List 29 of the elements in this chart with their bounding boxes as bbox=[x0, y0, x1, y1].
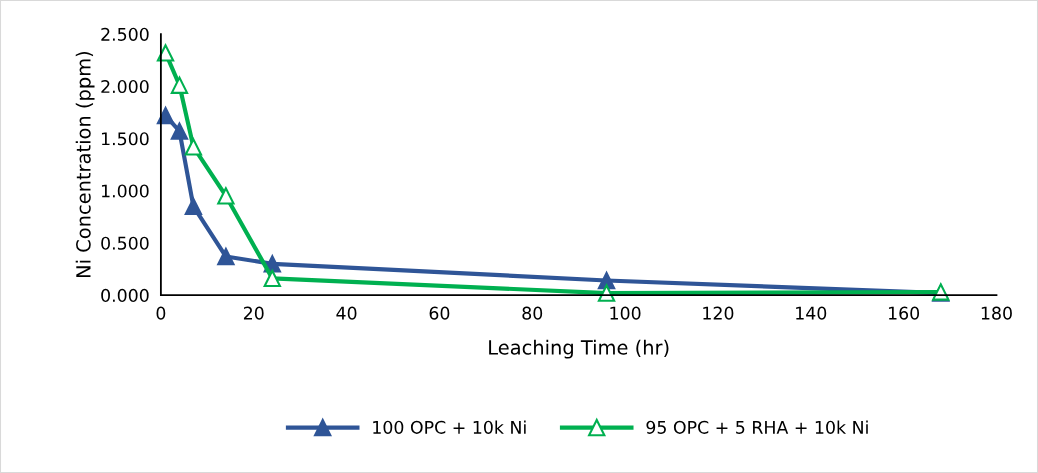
x-tick-label: 20 bbox=[243, 306, 264, 320]
point bbox=[597, 284, 616, 302]
point bbox=[156, 44, 175, 62]
y-tick-label: 2.000 bbox=[101, 79, 149, 94]
y-axis-title: Ni Concentration (ppm) bbox=[75, 51, 95, 278]
point bbox=[184, 138, 203, 156]
point bbox=[217, 187, 235, 205]
point bbox=[217, 247, 235, 266]
x-tick-label: 140 bbox=[796, 306, 827, 320]
y-tick-label: 0.500 bbox=[101, 236, 149, 250]
y-tick-label: 1.500 bbox=[101, 132, 149, 146]
y-tick-label: 1.000 bbox=[101, 184, 149, 198]
x-tick-label: 80 bbox=[522, 306, 543, 320]
x-tick-label: 100 bbox=[610, 306, 641, 320]
point bbox=[170, 122, 189, 140]
point bbox=[263, 269, 281, 288]
x-tick-label: 40 bbox=[336, 306, 357, 320]
y-tick-label: 2.500 bbox=[101, 27, 149, 41]
x-tick-label: 120 bbox=[703, 306, 734, 320]
x-tick-label: 160 bbox=[888, 306, 920, 320]
legend-label: 100 OPC + 10k Ni bbox=[373, 420, 526, 434]
point bbox=[184, 197, 203, 216]
legend-label: 95 OPC + 5 RHA + 10k Ni bbox=[646, 420, 868, 434]
x-tick-label: 60 bbox=[429, 306, 450, 320]
x-tick-label: 0 bbox=[156, 306, 166, 320]
y-tick-label: 0.000 bbox=[101, 288, 149, 302]
point bbox=[170, 76, 189, 94]
x-axis-title: Leaching Time (hr) bbox=[489, 339, 669, 359]
x-tick-label: 180 bbox=[981, 306, 1012, 320]
